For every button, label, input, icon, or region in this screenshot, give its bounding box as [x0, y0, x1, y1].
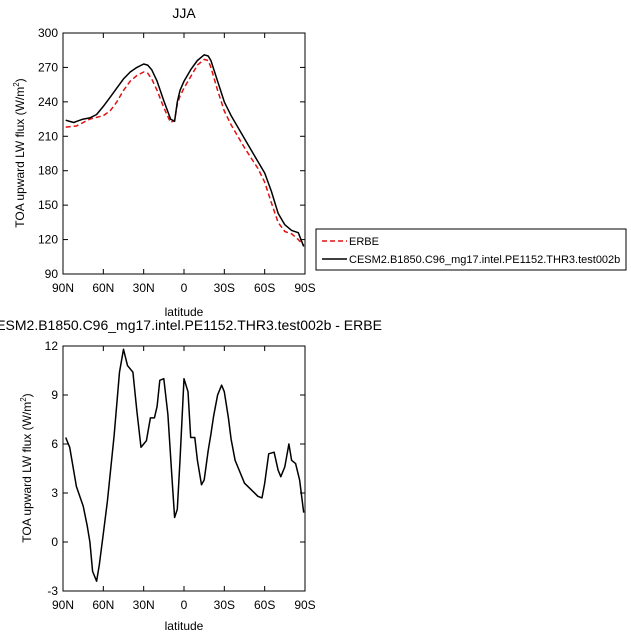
y-tick-label: 0 — [51, 535, 58, 549]
top-panel: JJA 90 120 150 180 210 240 270 300 90N 60N 30N 0 30… — [12, 5, 316, 319]
y-tick-label: 300 — [38, 26, 58, 40]
x-tick-label: 90N — [52, 598, 74, 612]
x-tick-label: 30S — [214, 598, 235, 612]
bottom-y-axis-label: TOA upward LW flux (W/m2) — [19, 393, 34, 542]
bottom-frame — [62, 345, 306, 592]
top-title: JJA — [172, 5, 196, 21]
bottom-series — [65, 348, 305, 582]
top-x-ticks: 90N 60N 30N 0 30S 60S 90S — [52, 33, 316, 295]
bottom-y-axis-label-main: TOA upward LW flux (W/m — [20, 402, 34, 543]
x-tick-label: 30N — [133, 598, 155, 612]
x-tick-label: 60N — [92, 281, 114, 295]
bottom-y-axis-label-sup: 2 — [19, 397, 28, 402]
y-tick-label: 240 — [38, 95, 58, 109]
top-series-line-1 — [65, 54, 305, 247]
bottom-panel: CESM2.B1850.C96_mg17.intel.PE1152.THR3.t… — [0, 317, 382, 633]
y-tick-label: 270 — [38, 60, 58, 74]
y-tick-label: 120 — [38, 233, 58, 247]
top-plot-area: 90 120 150 180 210 240 270 300 90N 60N 30N 0 30S 60S… — [38, 26, 316, 295]
x-tick-label: 90N — [52, 281, 74, 295]
x-tick-label: 0 — [181, 598, 188, 612]
top-y-axis-label-close: ) — [13, 78, 27, 82]
y-tick-label: 180 — [38, 164, 58, 178]
x-tick-label: 30N — [133, 281, 155, 295]
top-series — [65, 54, 305, 247]
top-y-ticks: 90 120 150 180 210 240 270 300 — [38, 26, 305, 281]
x-tick-label: 60S — [254, 281, 275, 295]
y-tick-label: -3 — [47, 584, 58, 598]
bottom-y-axis-label-close: ) — [20, 393, 34, 397]
x-tick-label: 90S — [294, 598, 315, 612]
top-x-axis-label: latitude — [165, 305, 204, 319]
x-tick-label: 0 — [181, 281, 188, 295]
y-tick-label: 150 — [38, 198, 58, 212]
x-tick-label: 30S — [214, 281, 235, 295]
y-tick-label: 9 — [51, 388, 58, 402]
legend-box — [315, 228, 627, 271]
bottom-plot-area: -3 0 3 6 9 12 90N 60N 30N 0 30S 60S 90S — [45, 339, 316, 612]
x-tick-label: 60N — [92, 598, 114, 612]
bottom-title: CESM2.B1850.C96_mg17.intel.PE1152.THR3.t… — [0, 317, 382, 333]
y-tick-label: 90 — [45, 267, 59, 281]
y-tick-label: 210 — [38, 129, 58, 143]
y-tick-label: 3 — [51, 486, 58, 500]
legend-cesm-label: CESM2.B1850.C96_mg17.intel.PE1152.THR3.t… — [349, 254, 620, 266]
top-y-axis-label-sup: 2 — [12, 82, 21, 87]
top-y-axis-label: TOA upward LW flux (W/m2) — [12, 78, 27, 227]
x-tick-label: 60S — [254, 598, 275, 612]
bottom-series-line-0 — [65, 348, 305, 582]
legend: ERBE CESM2.B1850.C96_mg17.intel.PE1152.T… — [315, 228, 627, 271]
top-y-axis-label-main: TOA upward LW flux (W/m — [13, 87, 27, 228]
top-series-line-0 — [65, 58, 305, 246]
top-frame — [62, 32, 306, 275]
x-tick-label: 90S — [294, 281, 315, 295]
bottom-x-axis-label: latitude — [165, 619, 204, 633]
legend-erbe-label: ERBE — [349, 236, 379, 248]
y-tick-label: 12 — [45, 339, 59, 353]
y-tick-label: 6 — [51, 437, 58, 451]
